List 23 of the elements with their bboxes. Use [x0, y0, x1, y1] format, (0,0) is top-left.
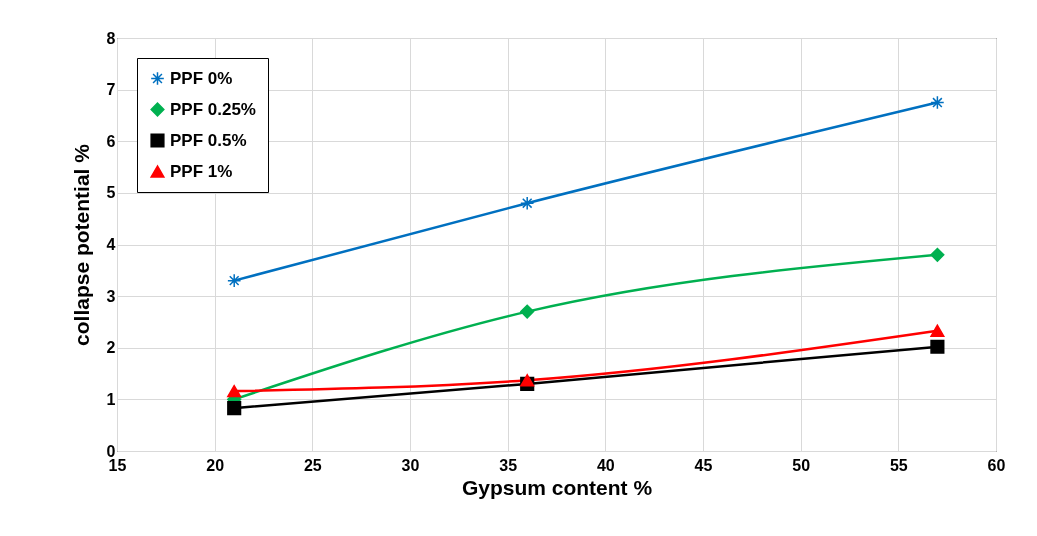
x-tick-label: 20	[206, 456, 225, 474]
y-axis-title: collapse potential %	[69, 143, 93, 346]
legend-label: PPF 0%	[170, 68, 233, 88]
y-tick-label: 3	[106, 287, 116, 305]
x-tick-label: 30	[401, 456, 420, 474]
x-tick-label: 40	[596, 456, 615, 474]
y-tick-label: 1	[106, 390, 116, 408]
x-tick-label: 35	[499, 456, 518, 474]
x-tick-label: 25	[303, 456, 322, 474]
y-tick-label: 7	[106, 81, 116, 99]
legend-label: PPF 1%	[170, 161, 233, 181]
y-tick-label: 8	[106, 29, 116, 47]
y-tick-label: 6	[106, 132, 116, 150]
y-tick-label: 2	[106, 339, 116, 357]
x-tick-label: 55	[889, 456, 908, 474]
x-tick-label: 50	[792, 456, 811, 474]
x-tick-label: 45	[694, 456, 713, 474]
legend-label: PPF 0.5%	[170, 130, 247, 150]
legend-label: PPF 0.25%	[170, 99, 256, 119]
x-axis-title: Gypsum content %	[461, 475, 653, 499]
y-tick-label: 5	[106, 184, 116, 202]
y-tick-label: 4	[106, 236, 116, 253]
x-tick-label: 60	[987, 456, 1006, 474]
